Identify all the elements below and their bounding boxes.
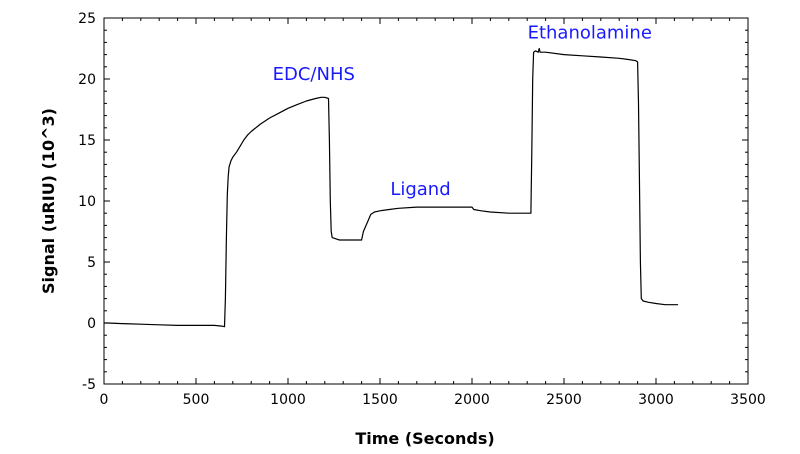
annotation-label: EDC/NHS: [273, 64, 355, 85]
y-axis-title: Signal (uRIU) (10^3): [39, 108, 58, 294]
x-tick-label: 500: [183, 392, 210, 408]
y-tick-label: 25: [78, 11, 96, 27]
x-tick-label: 1000: [270, 392, 306, 408]
y-tick-label: 5: [87, 255, 96, 271]
x-tick-label: 0: [100, 392, 109, 408]
annotation-layer: EDC/NHS Ligand Ethanolamine: [273, 23, 652, 200]
y-tick-label: 20: [78, 72, 96, 88]
series-layer: [104, 47, 679, 328]
annotation-label: Ethanolamine: [528, 23, 652, 44]
x-tick-label: 2000: [454, 392, 490, 408]
x-tick-label: 2500: [546, 392, 582, 408]
x-axis-ticks: 0 500 1000 1500 2000 2500 3000 3500: [100, 18, 766, 408]
x-tick-label: 3500: [730, 392, 766, 408]
plot-frame: [103, 17, 749, 385]
x-axis-title: Time (Seconds): [355, 429, 494, 448]
x-tick-label: 1500: [362, 392, 398, 408]
x-tick-label: 3000: [638, 392, 674, 408]
plot-area: [103, 17, 749, 385]
y-axis-ticks: -5 0 5 10 15 20 25: [78, 11, 748, 393]
y-tick-label: -5: [82, 377, 96, 393]
y-tick-label: 10: [78, 194, 96, 210]
signal-line: [104, 47, 679, 328]
annotation-label: Ligand: [390, 179, 450, 200]
y-tick-label: 0: [87, 316, 96, 332]
y-tick-label: 15: [78, 133, 96, 149]
